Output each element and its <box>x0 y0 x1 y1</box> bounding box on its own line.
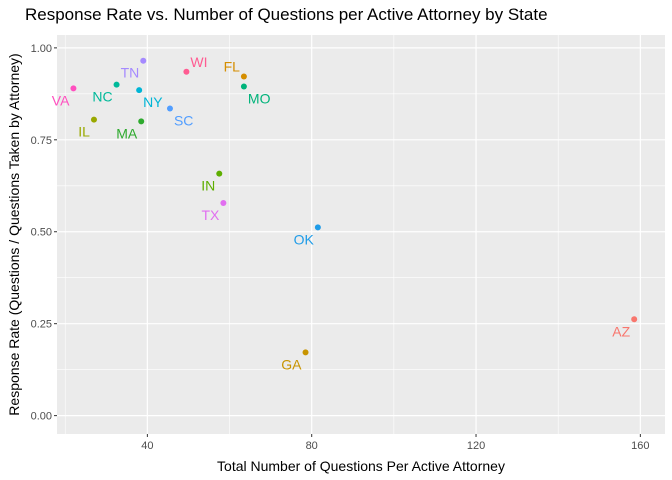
data-point-tn <box>140 57 147 64</box>
x-tick-label: 120 <box>467 440 485 452</box>
x-tick-label: 160 <box>631 440 649 452</box>
data-point-az <box>631 316 638 323</box>
data-point-mo <box>240 83 247 90</box>
chart-title: Response Rate vs. Number of Questions pe… <box>25 5 548 24</box>
data-point-ny <box>136 87 143 94</box>
minor-gridlines <box>57 35 665 434</box>
data-point-ok <box>314 224 321 231</box>
y-axis-label: Response Rate (Questions / Questions Tak… <box>6 53 22 415</box>
data-point-label-az: AZ <box>612 323 630 339</box>
y-tick-label: 0.25 <box>31 319 52 331</box>
data-point-va <box>70 85 77 92</box>
data-point-label-mo: MO <box>248 90 271 106</box>
y-tick-label: 0.75 <box>31 135 52 147</box>
plot-panel <box>57 35 665 434</box>
x-axis-ticks: 40 80 120 160 <box>141 434 650 452</box>
y-tick-label: 1.00 <box>31 43 52 55</box>
data-point-tx <box>220 200 227 207</box>
data-point-label-ok: OK <box>294 231 315 247</box>
data-point-label-ga: GA <box>281 356 302 372</box>
data-point-label-in: IN <box>201 178 215 194</box>
data-point-label-tx: TX <box>201 207 220 223</box>
data-point-wi <box>183 68 190 75</box>
data-point-label-il: IL <box>78 124 90 140</box>
x-tick-label: 80 <box>306 440 318 452</box>
data-point-label-wi: WI <box>190 54 207 70</box>
x-axis-label: Total Number of Questions Per Active Att… <box>217 458 505 474</box>
data-point-label-tn: TN <box>121 65 140 81</box>
data-point-il <box>90 116 97 123</box>
y-tick-label: 0.50 <box>31 227 52 239</box>
data-point-ga <box>302 349 309 356</box>
data-point-fl <box>240 73 247 80</box>
data-point-label-sc: SC <box>174 113 193 129</box>
data-point-label-nc: NC <box>92 89 112 105</box>
y-axis-ticks: 0.00 0.25 0.50 0.75 1.00 <box>31 43 57 423</box>
x-tick-label: 40 <box>141 440 153 452</box>
data-point-label-ma: MA <box>116 125 138 141</box>
data-point-in <box>216 170 223 177</box>
data-point-label-ny: NY <box>143 94 163 110</box>
data-point-label-va: VA <box>52 92 70 108</box>
data-point-ma <box>138 118 145 125</box>
data-point-nc <box>113 81 120 88</box>
y-tick-label: 0.00 <box>31 411 52 423</box>
data-point-sc <box>166 105 173 112</box>
data-point-label-fl: FL <box>224 59 241 75</box>
data-points <box>70 57 638 356</box>
major-gridlines <box>57 35 665 434</box>
